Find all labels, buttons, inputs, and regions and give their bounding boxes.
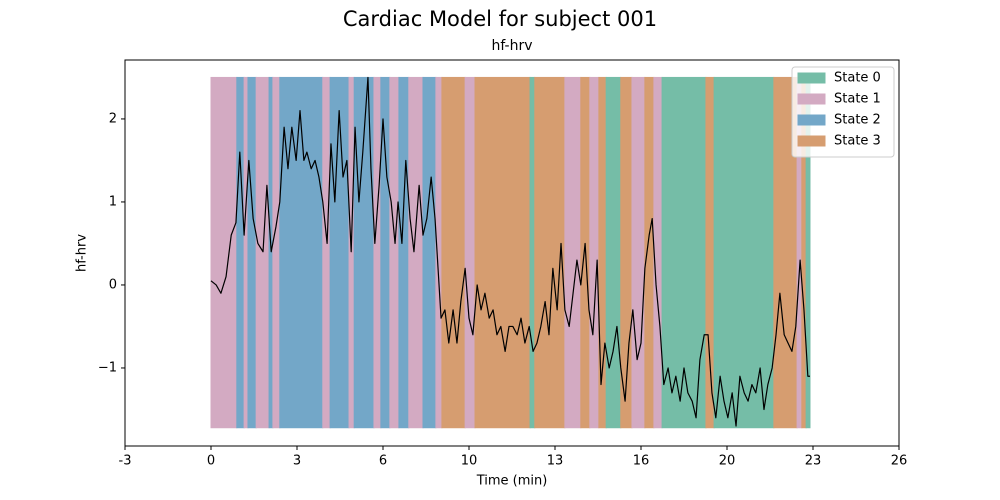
- state-span: [474, 76, 531, 429]
- state-span: [255, 76, 270, 429]
- x-tick-label: 20: [719, 454, 736, 469]
- state-span: [589, 76, 600, 429]
- state-span: [644, 76, 655, 429]
- state-span: [236, 76, 245, 429]
- legend-label: State 2: [834, 113, 881, 128]
- state-span: [348, 76, 355, 429]
- state-span: [268, 76, 274, 429]
- state-span: [322, 76, 331, 429]
- legend-label: State 0: [834, 71, 881, 86]
- state-span: [373, 76, 382, 429]
- legend-swatch: [797, 135, 826, 147]
- state-span: [713, 76, 775, 429]
- state-span: [247, 76, 257, 429]
- x-tick-label: 6: [379, 454, 387, 469]
- x-tick-label: 23: [805, 454, 822, 469]
- legend-swatch: [797, 114, 826, 126]
- legend-label: State 1: [834, 92, 881, 107]
- state-span: [329, 76, 350, 429]
- state-span: [279, 76, 324, 429]
- x-tick-label: 10: [461, 454, 478, 469]
- chart-subtitle: hf-hrv: [491, 38, 532, 54]
- legend-box: [791, 66, 895, 158]
- legend: State 0 State 1 State 2 State 3: [791, 66, 895, 158]
- state-span: [705, 76, 715, 429]
- chart-title: Cardiac Model for subject 001: [343, 7, 657, 31]
- x-tick-label: 3: [293, 454, 301, 469]
- state-span: [408, 76, 424, 429]
- legend-label: State 3: [834, 134, 881, 149]
- x-tick-label: 0: [207, 454, 215, 469]
- y-tick-label: 2: [109, 111, 117, 126]
- state-span: [598, 76, 607, 429]
- state-span: [464, 76, 476, 429]
- state-span: [272, 76, 281, 429]
- x-tick-label: 26: [891, 454, 908, 469]
- data-line: [210, 76, 810, 427]
- state-span: [631, 76, 646, 429]
- y-tick-label: 0: [109, 277, 117, 292]
- state-span: [529, 76, 536, 429]
- state-span: [398, 76, 410, 429]
- state-span: [653, 76, 663, 429]
- x-axis-label: Time (min): [476, 474, 548, 489]
- state-span: [564, 76, 582, 429]
- plot-frame: [124, 59, 900, 447]
- x-tick-label: 16: [633, 454, 650, 469]
- x-tick-label: 13: [547, 454, 564, 469]
- legend-swatch: [797, 93, 826, 105]
- y-tick-label: −1: [98, 360, 117, 375]
- state-span: [389, 76, 400, 429]
- y-axis-label: hf-hrv: [75, 234, 90, 272]
- state-span: [422, 76, 437, 429]
- legend-swatch: [797, 72, 826, 84]
- state-span: [210, 76, 238, 429]
- state-span: [605, 76, 622, 429]
- state-span: [534, 76, 566, 429]
- state-span: [243, 76, 249, 429]
- y-tick-label: 1: [109, 194, 117, 209]
- state-span: [441, 76, 466, 429]
- x-tick-label: -3: [119, 454, 132, 469]
